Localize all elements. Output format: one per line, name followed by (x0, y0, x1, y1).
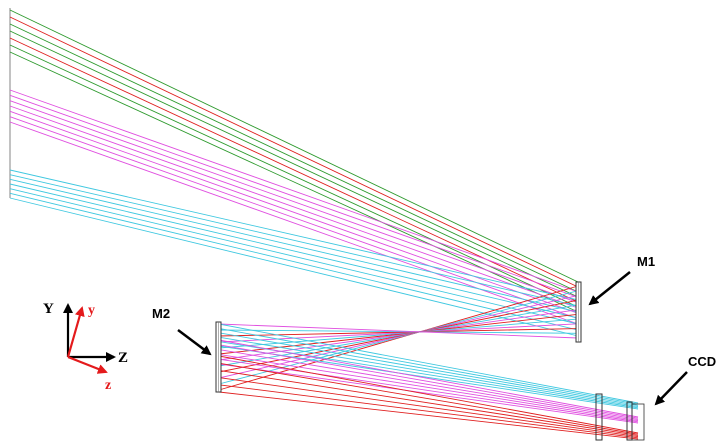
ray-m2-to-ccd (218, 344, 639, 419)
ray-top-field (9, 16, 579, 288)
ray-m2-to-ccd (218, 362, 639, 435)
ray-m1-to-m2 (218, 329, 579, 334)
ray-m2-to-ccd (218, 353, 639, 422)
ray-m2-to-ccd (218, 336, 639, 408)
ray-m1-to-m2 (218, 323, 579, 339)
ray-bottom-field (9, 178, 579, 313)
ray-mid-field (9, 110, 579, 314)
ray-m2-to-ccd (218, 391, 639, 440)
ray-m2-to-ccd (218, 377, 639, 438)
ray-m2-to-ccd (218, 349, 639, 420)
m1-label: M1 (637, 254, 655, 269)
ray-bottom-field (9, 188, 579, 325)
ray-top-field (9, 37, 579, 303)
local-z-axis (67, 355, 108, 374)
local-y-axis (66, 306, 85, 358)
ray-m2-to-ccd (218, 363, 639, 424)
ray-mid-field (9, 89, 579, 293)
ray-m1-to-m2 (218, 299, 579, 373)
ray-top-field (9, 23, 579, 293)
ray-mid-field (9, 105, 579, 309)
ray-mid-field (9, 116, 579, 320)
global-z-label: Z (118, 350, 128, 366)
m2-arrow (177, 329, 212, 356)
ray-top-field (9, 44, 579, 308)
ray-bottom-field (9, 169, 579, 301)
ray-m1-to-m2 (218, 309, 579, 361)
ray-m2-to-ccd (218, 369, 639, 436)
ray-m2-to-ccd (218, 355, 639, 434)
ray-bottom-field (9, 192, 579, 331)
ray-mid-field (9, 100, 579, 304)
ray-m2-to-ccd (218, 327, 639, 405)
ray-mid-field (9, 94, 579, 298)
ray-top-field (9, 9, 579, 283)
m1-mirror (575, 281, 582, 343)
ray-m2-to-ccd (218, 384, 639, 439)
m2-mirror (215, 321, 222, 393)
ccd-label: CCD (688, 354, 716, 369)
ray-bottom-field (9, 183, 579, 319)
ray-m2-to-ccd (218, 358, 639, 423)
ccd-detector (595, 393, 645, 441)
ray-bottom-field (9, 174, 579, 307)
ray-m2-to-ccd (218, 339, 639, 418)
coordinate-axes: Y Z y z (43, 301, 128, 393)
ray-m2-to-ccd (218, 323, 639, 404)
ccd-arrow (654, 371, 688, 406)
local-z-label: z (105, 378, 111, 393)
ray-top-field (9, 51, 579, 313)
ray-m1-to-m2 (218, 318, 579, 349)
local-y-label: y (88, 303, 95, 318)
ray-m2-to-ccd (218, 332, 639, 406)
ray-top-field (9, 30, 579, 298)
m1-arrow (588, 271, 631, 306)
m2-label: M2 (152, 306, 170, 321)
ray-bundles (9, 9, 639, 440)
global-y-label: Y (43, 301, 54, 317)
ray-m1-to-m2 (218, 304, 579, 367)
ray-m2-to-ccd (218, 345, 639, 410)
ray-m1-to-m2 (218, 328, 579, 337)
